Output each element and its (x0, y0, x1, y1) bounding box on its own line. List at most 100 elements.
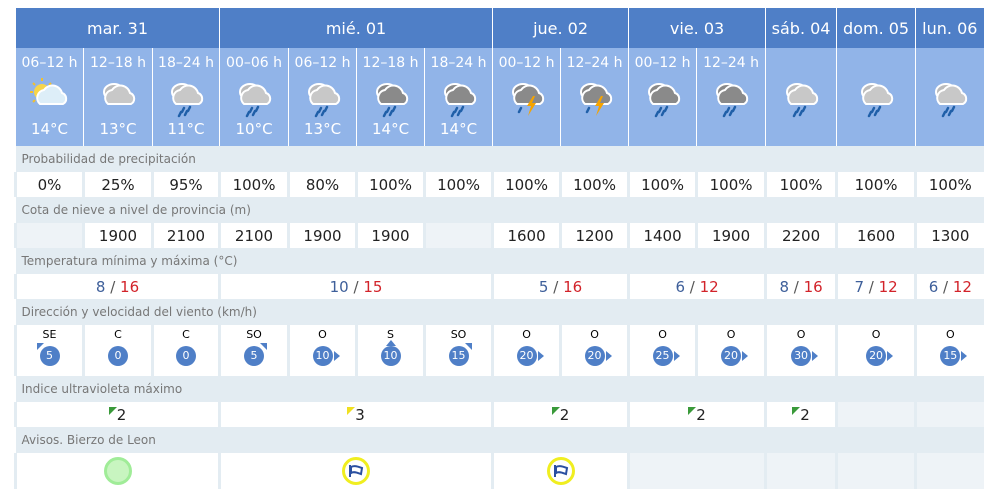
temp-max: 12 (952, 277, 972, 296)
wind-speed: 0 (182, 349, 190, 362)
uv-badge: 2 (792, 406, 810, 424)
temp-min: 10 (329, 277, 349, 296)
period-cell: 18–24 h 11°C (151, 48, 220, 146)
precipitation-value: 100% (423, 172, 493, 197)
wind-direction: S (387, 328, 394, 341)
uv-level-flag-icon (108, 406, 117, 415)
storm-icon (494, 74, 561, 118)
period-label (838, 55, 916, 73)
wind-cell: SO 5 (218, 325, 289, 376)
uv-value (914, 402, 984, 427)
wind-label: Dirección y velocidad del viento (km/h) (15, 299, 984, 325)
snow-level-row: 1900 2100 2100 1900 1900 1600 1200 1400 1900 2200… (14, 223, 984, 248)
wind-direction: O (871, 328, 881, 341)
period-label: 00–12 h (634, 55, 691, 71)
wind-direction: SO (450, 328, 467, 341)
precipitation-value: 100% (835, 172, 916, 197)
period-temperature: 13°C (99, 120, 137, 138)
wind-speed-badge: 0 (108, 346, 128, 366)
temp-max: 16 (803, 277, 823, 296)
wind-cell: S 10 (355, 325, 425, 376)
uv-badge: 3 (347, 406, 365, 424)
snow-level-value: 1900 (355, 223, 425, 248)
temp-sep: / (938, 277, 953, 296)
snow-level-value: 1900 (695, 223, 766, 248)
day-header-row: mar. 31 mié. 01 jue. 02 vie. 03 sáb. 04 dom. … (14, 8, 984, 48)
uv-level-flag-icon (792, 406, 801, 415)
day-header: lun. 06 (915, 8, 984, 48)
dark-rain-icon (358, 74, 425, 118)
wind-speed-badge: 0 (176, 346, 196, 366)
dark-rain-icon (698, 74, 766, 118)
temp-sep: / (348, 277, 364, 296)
snow-level-label: Cota de nieve a nivel de provincia (m) (15, 197, 984, 223)
period-cell: 12–18 h 14°C (356, 48, 425, 146)
precipitation-value: 100% (914, 172, 984, 197)
wind-cell: O 20 (695, 325, 766, 376)
precipitation-value: 100% (491, 172, 561, 197)
warning-cell (764, 453, 837, 489)
wind-direction: O (318, 328, 327, 341)
snow-level-value: 1300 (914, 223, 984, 248)
period-label: 12–18 h (90, 55, 146, 71)
period-cell: 12–24 h (696, 48, 766, 146)
period-cell: 18–24 h 14°C (424, 48, 493, 146)
period-label: 06–12 h (294, 55, 351, 71)
warning-cell (914, 453, 984, 489)
uv-number: 2 (696, 405, 706, 424)
wind-speed: 15 (943, 349, 958, 362)
warning-level-yellow-icon[interactable] (342, 457, 371, 485)
sun-cloud-icon (17, 74, 84, 118)
wind-direction: O (590, 328, 599, 341)
period-cell: 12–18 h 13°C (83, 48, 153, 146)
snow-level-value (14, 223, 84, 248)
warning-level-yellow-icon[interactable] (546, 457, 575, 485)
wind-speed-badge: 20 (584, 346, 612, 366)
precipitation-value: 100% (355, 172, 425, 197)
temp-max: 16 (563, 277, 583, 296)
temp-min: 6 (928, 277, 939, 296)
uv-level-flag-icon (688, 406, 697, 415)
wind-speed: 20 (519, 349, 534, 362)
precipitation-row: 0% 25% 95% 100% 80% 100% 100% 100% 100% 100% 100% 1… (14, 172, 984, 197)
period-cell (836, 48, 916, 146)
day-header: dom. 05 (836, 8, 916, 48)
precipitation-value: 80% (287, 172, 357, 197)
wind-arrow-icon (812, 351, 819, 361)
rain-icon (917, 74, 984, 118)
snow-level-value: 1900 (287, 223, 357, 248)
day-header: sáb. 04 (765, 8, 837, 48)
wind-speed-badge: 15 (448, 343, 472, 366)
wind-speed-badge: 5 (36, 343, 60, 366)
period-label (917, 55, 984, 73)
temp-min: 8 (95, 277, 106, 296)
precipitation-value: 100% (218, 172, 289, 197)
wind-speed-badge: 25 (652, 346, 680, 366)
warning-cell (627, 453, 766, 489)
warning-cell (835, 453, 916, 489)
wind-speed: 10 (315, 349, 330, 362)
period-label: 00–12 h (498, 55, 555, 71)
period-cell: 12–24 h (560, 48, 629, 146)
wind-speed: 5 (250, 349, 258, 362)
wind-direction: O (658, 328, 667, 341)
wind-speed: 20 (724, 349, 739, 362)
period-label: 12–24 h (566, 55, 623, 71)
period-cell: 00–12 h (492, 48, 561, 146)
day-header: jue. 02 (492, 8, 629, 48)
wind-speed-badge: 15 (940, 346, 968, 366)
snow-level-value: 2200 (764, 223, 837, 248)
period-cell (915, 48, 984, 146)
temperature-range: 6 / 12 (914, 274, 984, 299)
uv-value: 2 (13, 402, 220, 427)
warning-cell (13, 453, 220, 489)
wind-cell: O 20 (835, 325, 916, 376)
uv-row: 2 3 2 2 2 (13, 402, 984, 427)
wind-speed: 30 (794, 349, 809, 362)
warnings-label: Avisos. Bierzo de Leon (15, 427, 984, 453)
temp-min: 8 (779, 277, 789, 296)
warning-level-green-icon[interactable] (103, 457, 132, 485)
temp-sep: / (863, 277, 879, 296)
